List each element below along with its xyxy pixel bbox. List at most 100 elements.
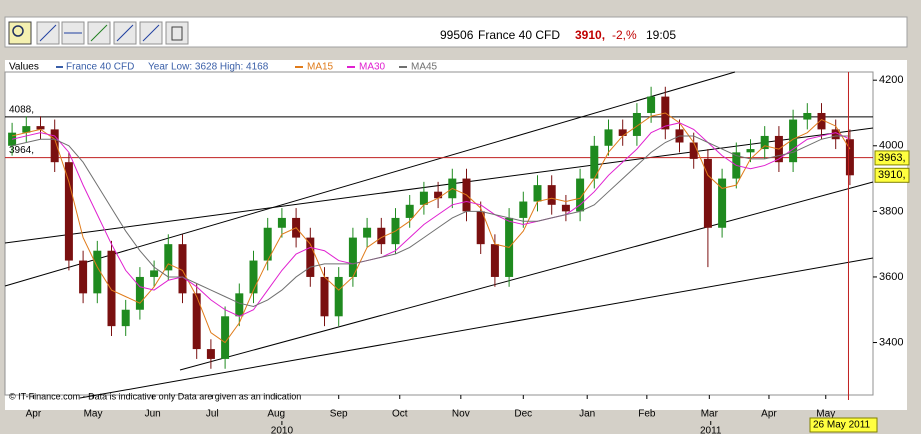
legend-note: Year Low: 3628 High: 4168 [148, 62, 269, 73]
year-tick-label: 2010 [271, 426, 294, 434]
candle-body [121, 309, 130, 327]
candle-body [235, 293, 244, 317]
cursor-date: 26 May 2011 [813, 420, 871, 431]
candle-body [533, 185, 542, 202]
candle-body [561, 204, 570, 212]
x-tick-label: Dec [514, 409, 532, 420]
moving-average [11, 135, 850, 307]
y-tick-label: 3400 [879, 336, 903, 348]
candle-body [476, 211, 485, 245]
candle-body [164, 244, 173, 271]
cursor-date-box [809, 417, 878, 433]
candle-body [718, 178, 727, 228]
trend-line [4, 127, 874, 244]
candle-body [334, 276, 343, 317]
price-label-box [874, 150, 910, 166]
legend-name: France 40 CFD [66, 62, 134, 73]
trend-lines [4, 71, 874, 399]
delete-tool[interactable] [165, 21, 189, 45]
x-tick-label: Apr [26, 409, 42, 420]
candle-body [632, 112, 641, 136]
header-price: 3910, [575, 28, 605, 42]
candle-body [845, 139, 854, 176]
x-tick-label: Feb [638, 409, 656, 420]
candle-body [277, 217, 286, 228]
candle-body [107, 250, 116, 327]
x-tick-label: Jun [145, 409, 161, 420]
candle-body [192, 293, 201, 350]
candle-body [221, 316, 230, 359]
moving-average [11, 122, 851, 317]
candle-body [22, 126, 31, 133]
candle-body [377, 227, 386, 245]
fib-icon [90, 24, 108, 42]
header-time: 19:05 [646, 28, 676, 42]
price-label-box [874, 167, 910, 183]
x-tick-label: May [816, 409, 835, 420]
y-tick-label: 4200 [879, 74, 903, 86]
legend-entry: MA15 [307, 62, 334, 73]
candle-body [760, 135, 769, 150]
trend-line [179, 181, 874, 371]
candle-body [320, 276, 329, 317]
candle-body [135, 276, 144, 310]
channel-icon [116, 24, 134, 42]
price-label: 3910, [878, 169, 906, 181]
candle-body [306, 237, 315, 277]
candle-body [576, 178, 585, 212]
candle-body [703, 158, 712, 228]
y-tick-label: 4000 [879, 140, 903, 152]
candle-body [93, 250, 102, 294]
legend-entry: MA30 [359, 62, 386, 73]
candle-body [604, 129, 613, 146]
candle-body [803, 112, 812, 120]
x-tick-label: Aug [267, 409, 285, 420]
candle-body [419, 191, 428, 205]
candle-body [263, 227, 272, 261]
candle-body [817, 112, 826, 130]
candle-body [590, 145, 599, 179]
candle-body [831, 129, 840, 140]
header-code: 99506 [440, 28, 474, 42]
candle-body [36, 126, 45, 130]
legend-entry: MA45 [411, 62, 438, 73]
x-tick-label: Mar [701, 409, 719, 420]
y-tick-label: 3600 [879, 271, 903, 283]
zoom-tool[interactable] [8, 21, 32, 45]
x-tick-label: Nov [452, 409, 470, 420]
x-tick-label: Jul [206, 409, 219, 420]
price-label: 3963, [878, 152, 906, 164]
candle-body [618, 129, 627, 136]
header-change: -2,% [612, 28, 637, 42]
candle-body [178, 244, 187, 294]
candle-body [64, 162, 73, 261]
x-tick-label: Apr [761, 409, 777, 420]
x-tick-label: May [84, 409, 103, 420]
trash-icon [171, 26, 183, 41]
legend-label: Values [9, 62, 39, 73]
candle-body [647, 96, 656, 113]
candle-body [746, 149, 755, 153]
candle-body [689, 142, 698, 159]
reference-label: 3964, [9, 145, 34, 156]
y-tick-label: 3800 [879, 205, 903, 217]
candle-body [150, 270, 159, 277]
candle-body [8, 132, 17, 146]
reference-label: 4088, [9, 105, 34, 116]
plot-area [4, 71, 874, 396]
candle-body [79, 260, 88, 294]
candle-body [519, 201, 528, 218]
header-name: France 40 CFD [478, 28, 560, 42]
year-tick-label: 2011 [700, 426, 722, 434]
toolbar [8, 21, 189, 45]
candle-body [490, 244, 499, 277]
copyright-note: © IT-Finance.com - Data is indicative on… [9, 391, 301, 401]
candle-body [434, 191, 443, 199]
x-tick-label: Jan [579, 409, 595, 420]
x-tick-label: Sep [330, 409, 348, 420]
x-tick-label: Oct [392, 409, 408, 420]
candle-body [363, 227, 372, 238]
trend-line [4, 71, 736, 287]
candle-body [50, 129, 59, 163]
